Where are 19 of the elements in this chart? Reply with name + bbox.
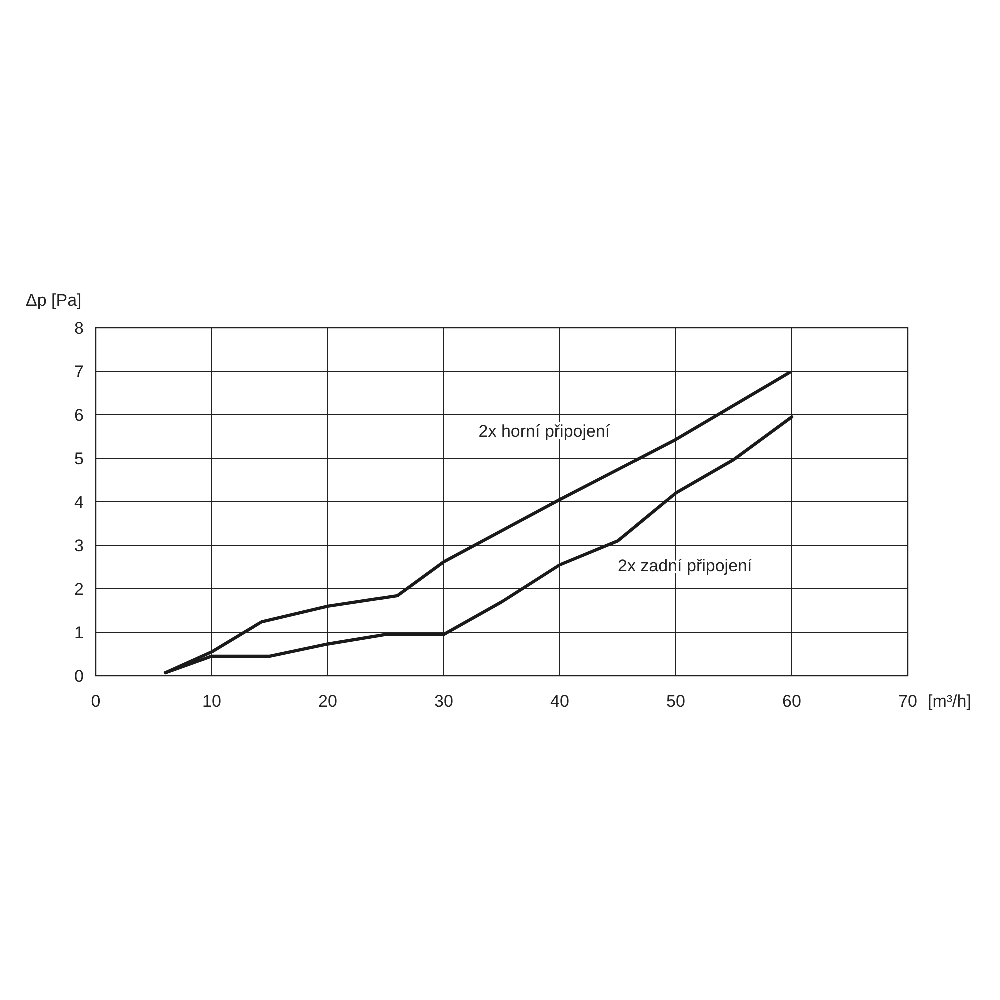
x-tick-label: 0 xyxy=(91,692,101,711)
y-tick-label: 0 xyxy=(74,667,84,686)
x-tick-label: 40 xyxy=(550,692,570,711)
x-tick-label: 30 xyxy=(434,692,454,711)
x-tick-label: 10 xyxy=(202,692,222,711)
y-tick-label: 4 xyxy=(74,493,84,512)
y-tick-label: 6 xyxy=(74,406,84,425)
y-tick-label: 2 xyxy=(74,580,84,599)
x-tick-label: 20 xyxy=(318,692,338,711)
x-tick-label: 70 xyxy=(898,692,918,711)
y-tick-label: 1 xyxy=(74,624,84,642)
y-axis-title: Δp [Pa] xyxy=(26,291,82,310)
y-tick-label: 7 xyxy=(74,362,84,382)
x-tick-label: 50 xyxy=(666,692,686,711)
y-tick-label: 8 xyxy=(74,319,84,338)
y-tick-label: 3 xyxy=(74,536,84,556)
y-tick-label: 5 xyxy=(74,450,84,468)
x-axis-title: [m³/h] xyxy=(928,692,972,711)
x-tick-label: 60 xyxy=(782,692,802,711)
